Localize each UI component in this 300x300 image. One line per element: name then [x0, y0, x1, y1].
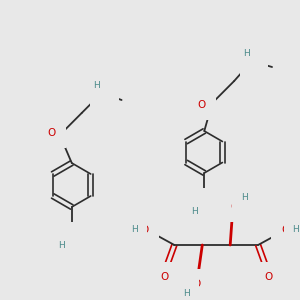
Text: H: H	[40, 128, 47, 137]
Text: N: N	[101, 90, 109, 100]
Text: H: H	[189, 100, 196, 109]
Text: H: H	[241, 193, 247, 202]
Text: H: H	[131, 226, 138, 235]
Text: O: O	[64, 232, 73, 242]
Text: H: H	[292, 226, 299, 235]
Text: O: O	[160, 272, 169, 282]
Text: N: N	[250, 58, 258, 68]
Text: H: H	[93, 80, 100, 89]
Text: O: O	[198, 198, 206, 208]
Text: O: O	[197, 100, 206, 110]
Text: H: H	[243, 49, 250, 58]
Text: H: H	[183, 289, 190, 298]
Text: O: O	[230, 202, 238, 212]
Text: O: O	[140, 225, 148, 235]
Text: O: O	[192, 279, 200, 289]
Text: O: O	[48, 128, 56, 138]
Text: O: O	[282, 225, 290, 235]
Text: O: O	[264, 272, 272, 282]
Text: H: H	[58, 241, 65, 250]
Text: H: H	[191, 206, 198, 215]
